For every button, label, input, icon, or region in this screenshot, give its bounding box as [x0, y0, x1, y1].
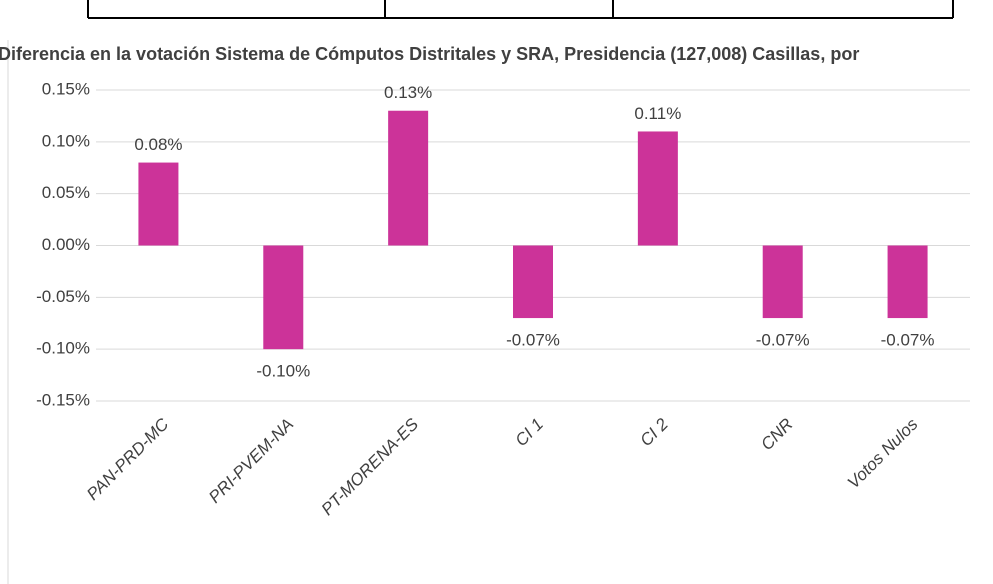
- x-tick-label: PRI-PVEM-NA: [205, 415, 297, 507]
- y-tick-label: -0.15%: [36, 390, 90, 409]
- data-label: -0.10%: [256, 362, 310, 381]
- data-label: 0.08%: [134, 135, 182, 154]
- bar: [138, 162, 179, 246]
- x-tick-label: CNR: [757, 415, 796, 454]
- data-label: 0.13%: [384, 83, 432, 102]
- y-tick-label: 0.00%: [42, 235, 90, 254]
- y-tick-label: 0.15%: [42, 79, 90, 98]
- data-label: 0.11%: [634, 104, 681, 123]
- data-label: -0.07%: [756, 331, 810, 350]
- bar: [513, 245, 553, 319]
- bar: [762, 245, 803, 319]
- table-fragment: [87, 0, 954, 19]
- x-tick-label: CI 1: [512, 415, 547, 450]
- chart-title: Diferencia en la votación Sistema de Cóm…: [0, 44, 859, 64]
- bar: [388, 110, 429, 246]
- y-tick-label: -0.05%: [36, 287, 90, 306]
- x-tick-label: PAN-PRD-MC: [83, 414, 173, 504]
- bar: [263, 245, 304, 350]
- bar: [887, 245, 928, 319]
- y-tick-label: 0.05%: [42, 183, 90, 202]
- bar: [637, 131, 678, 246]
- x-tick-label: PT-MORENA-ES: [318, 414, 423, 519]
- data-label: -0.07%: [881, 331, 935, 350]
- y-tick-label: -0.10%: [36, 339, 90, 358]
- x-tick-label: Votos Nulos: [844, 414, 922, 492]
- x-tick-label: CI 2: [636, 414, 672, 450]
- data-label: -0.07%: [506, 331, 560, 350]
- y-tick-label: 0.10%: [42, 131, 90, 150]
